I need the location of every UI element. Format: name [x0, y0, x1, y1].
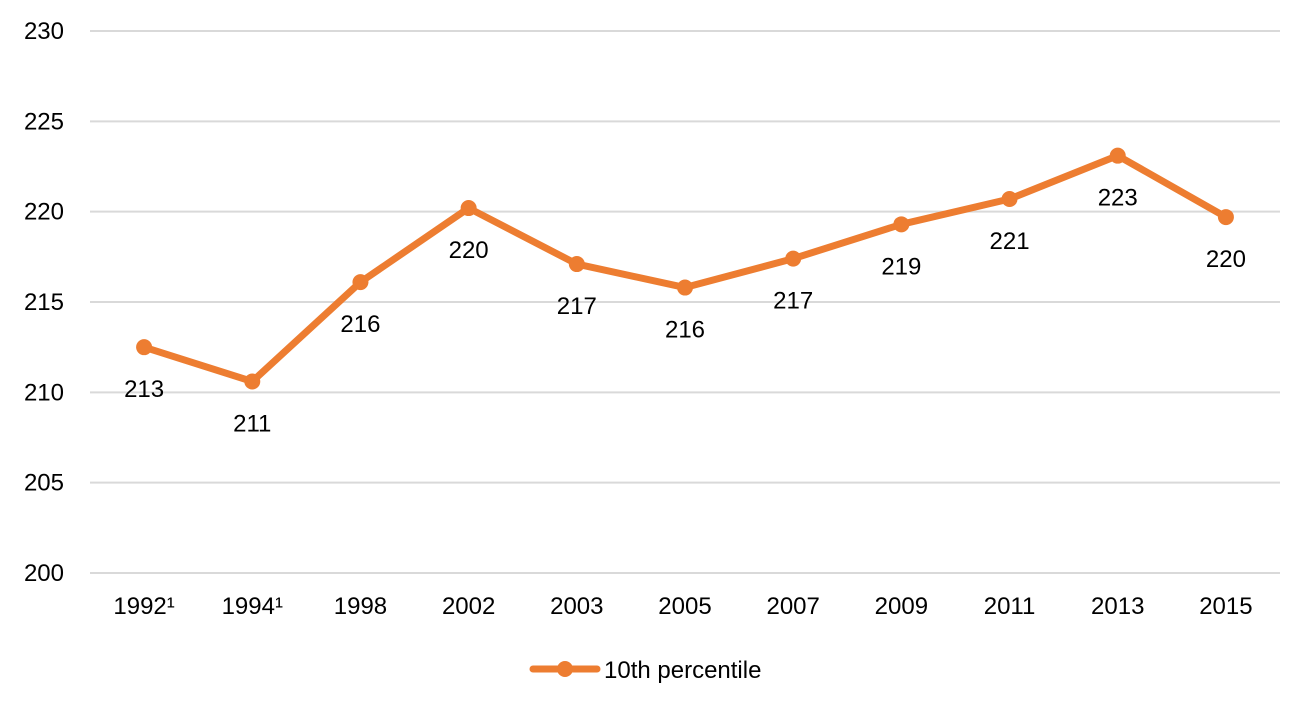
- data-label: 217: [557, 293, 597, 320]
- data-label: 216: [665, 317, 705, 344]
- y-tick-label: 230: [24, 18, 64, 45]
- y-tick-label: 200: [24, 560, 64, 587]
- data-point: [352, 274, 369, 291]
- x-tick-label: 1994¹: [222, 593, 283, 620]
- x-tick-label: 2002: [442, 593, 495, 620]
- x-tick-label: 2003: [550, 593, 603, 620]
- x-tick-label: 2011: [984, 593, 1036, 620]
- y-tick-label: 220: [24, 199, 64, 226]
- data-point: [1001, 191, 1018, 208]
- gridlines: [90, 30, 1280, 574]
- y-tick-label: 205: [24, 470, 64, 497]
- legend: 10th percentile: [529, 657, 761, 684]
- data-label: 213: [124, 376, 164, 403]
- x-tick-label: 2007: [766, 593, 819, 620]
- x-tick-label: 2015: [1199, 593, 1252, 620]
- x-tick-label: 2013: [1091, 593, 1144, 620]
- legend-dot-marker: [557, 661, 573, 677]
- y-tick-label: 225: [24, 108, 64, 135]
- data-point: [568, 256, 585, 273]
- y-tick-label: 215: [24, 289, 64, 316]
- x-tick-label: 2005: [658, 593, 711, 620]
- x-axis: 1992¹ 1994¹ 1998 2002 2003 2005 2007 2009 2011 20…: [113, 593, 1252, 620]
- y-tick-label: 210: [24, 379, 64, 406]
- data-label: 221: [990, 228, 1030, 255]
- x-tick-label: 2009: [875, 593, 928, 620]
- data-point: [785, 250, 802, 267]
- data-point: [136, 339, 153, 356]
- data-label: 217: [773, 288, 813, 315]
- x-tick-label: 1992¹: [113, 593, 174, 620]
- data-label: 211: [233, 410, 271, 437]
- legend-label: 10th percentile: [604, 657, 761, 684]
- data-label: 220: [449, 237, 489, 264]
- x-tick-label: 1998: [334, 593, 387, 620]
- data-point: [1109, 147, 1126, 164]
- series-line-10th-percentile: [140, 152, 1230, 385]
- data-point: [244, 373, 261, 390]
- data-point: [460, 200, 477, 217]
- y-axis: 200 205 210 215 220 225 230: [24, 18, 64, 587]
- data-label: 223: [1098, 185, 1138, 212]
- series-group: [136, 147, 1234, 390]
- data-label: 219: [881, 253, 921, 280]
- data-point: [677, 279, 693, 296]
- data-point: [893, 216, 910, 233]
- data-label: 220: [1206, 246, 1246, 273]
- data-labels: 213 211 216 220 217 216 217 219 221 223 220: [124, 185, 1246, 438]
- data-point: [1217, 209, 1234, 226]
- data-label: 216: [340, 311, 380, 338]
